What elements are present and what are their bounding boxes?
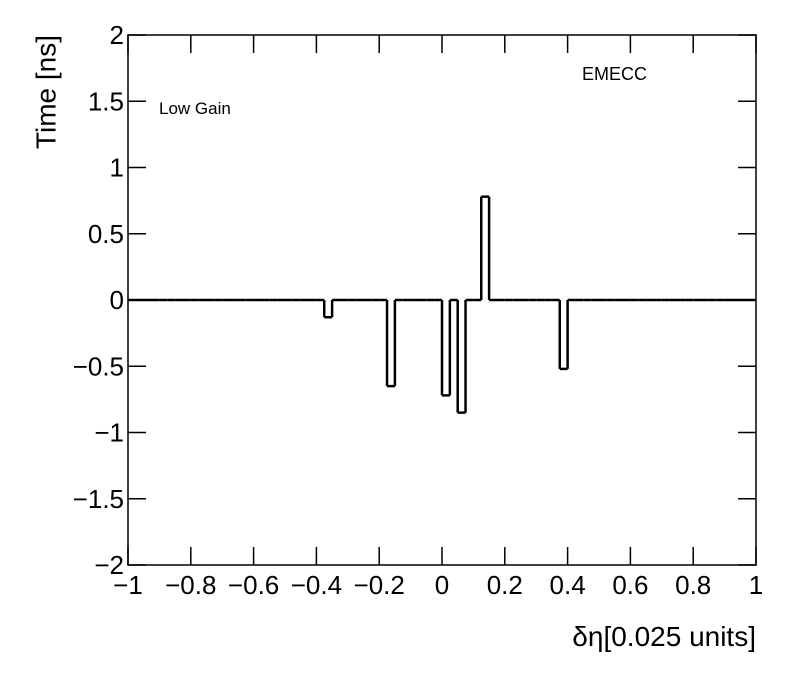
x-tick-label: −0.6 bbox=[228, 570, 279, 600]
x-tick-label: −1 bbox=[113, 570, 143, 600]
y-tick-label: 0.5 bbox=[88, 219, 124, 249]
x-tick-label: 0.2 bbox=[487, 570, 523, 600]
y-tick-label: 0 bbox=[110, 285, 124, 315]
x-tick-label: −0.4 bbox=[291, 570, 342, 600]
x-tick-label: −0.8 bbox=[165, 570, 216, 600]
x-axis-label: δη[0.025 units] bbox=[572, 621, 756, 652]
x-tick-label: 0.6 bbox=[612, 570, 648, 600]
y-tick-label: −2 bbox=[94, 550, 124, 580]
y-tick-label: 1.5 bbox=[88, 86, 124, 116]
x-tick-label: 0.8 bbox=[675, 570, 711, 600]
x-tick-label: 1 bbox=[749, 570, 763, 600]
y-tick-label: −0.5 bbox=[73, 351, 124, 381]
x-tick-label: 0.4 bbox=[550, 570, 586, 600]
annotation: EMECC bbox=[582, 64, 647, 84]
annotation: Low Gain bbox=[159, 99, 231, 118]
y-axis-label: Time [ns] bbox=[30, 35, 61, 149]
y-tick-label: 1 bbox=[110, 153, 124, 183]
y-tick-label: 2 bbox=[110, 20, 124, 50]
y-tick-label: −1.5 bbox=[73, 484, 124, 514]
x-tick-label: −0.2 bbox=[354, 570, 405, 600]
y-tick-label: −1 bbox=[94, 418, 124, 448]
x-tick-label: 0 bbox=[435, 570, 449, 600]
